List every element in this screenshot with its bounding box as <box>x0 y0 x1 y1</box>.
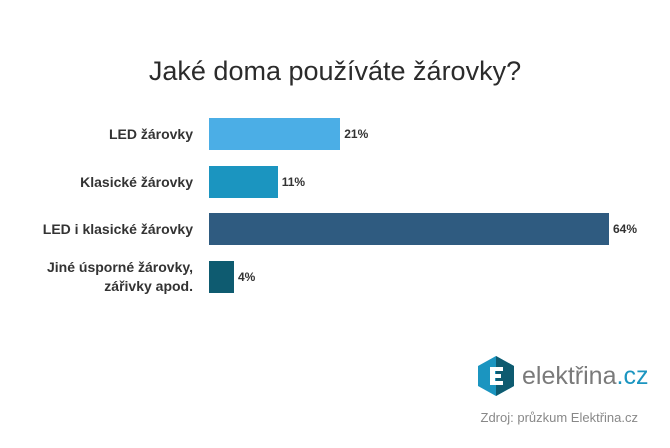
value-label: 11% <box>281 175 306 189</box>
category-label: LED žárovky <box>108 125 193 142</box>
value-label: 4% <box>238 270 256 284</box>
chart-title: Jaké doma používáte žárovky? <box>148 56 522 86</box>
source: Zdroj: průzkum Elektřina.cz <box>480 410 639 425</box>
logo: elektřina .cz <box>476 355 648 397</box>
value-label: 21% <box>344 127 369 141</box>
category-label: Jiné úsporné žárovky, zářivky apod. <box>46 259 193 294</box>
bar <box>209 166 278 198</box>
logo-icon <box>478 356 514 396</box>
brand-domain: .cz <box>616 361 649 390</box>
category-label: Klasické žárovky <box>80 173 193 190</box>
value-label: 64% <box>613 222 638 236</box>
category-label: LED i klasické žárovky <box>42 220 193 237</box>
bar <box>209 261 234 293</box>
bar <box>209 118 341 150</box>
bar <box>209 213 609 245</box>
brand-name: elektřina <box>522 361 617 390</box>
